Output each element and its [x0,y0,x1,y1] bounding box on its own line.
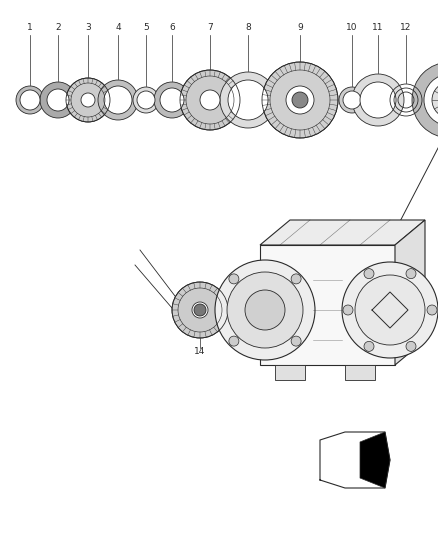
Circle shape [180,70,240,130]
Circle shape [343,91,361,109]
Circle shape [194,304,206,316]
Text: 2: 2 [55,23,61,33]
Circle shape [342,262,438,358]
Circle shape [172,282,228,338]
Text: 14: 14 [194,348,206,357]
Polygon shape [260,220,425,245]
Circle shape [16,86,44,114]
Text: 11: 11 [372,23,384,33]
Text: 6: 6 [169,23,175,33]
Circle shape [262,62,338,138]
Circle shape [343,305,353,315]
Circle shape [160,88,184,112]
Circle shape [228,80,268,120]
Circle shape [229,274,239,284]
Circle shape [339,87,365,113]
Circle shape [286,86,314,114]
Circle shape [245,290,285,330]
Circle shape [220,72,276,128]
Circle shape [40,82,76,118]
Circle shape [412,62,438,138]
Circle shape [424,74,438,126]
FancyBboxPatch shape [345,365,375,380]
Text: 9: 9 [297,23,303,33]
Text: 4: 4 [115,23,121,33]
Circle shape [229,336,239,346]
Circle shape [406,269,416,279]
Circle shape [154,82,190,118]
Circle shape [355,275,425,345]
Polygon shape [260,245,395,365]
Polygon shape [395,220,425,365]
Circle shape [364,341,374,351]
Circle shape [292,92,308,108]
Circle shape [137,91,155,109]
Circle shape [352,74,404,126]
Circle shape [291,336,301,346]
FancyBboxPatch shape [275,365,305,380]
Polygon shape [360,432,390,488]
Text: 1: 1 [27,23,33,33]
Circle shape [20,90,40,110]
Circle shape [200,90,220,110]
Circle shape [227,272,303,348]
Circle shape [291,274,301,284]
Circle shape [360,82,396,118]
Circle shape [47,89,69,111]
Text: 10: 10 [346,23,358,33]
Text: 7: 7 [207,23,213,33]
Circle shape [104,86,132,114]
Circle shape [215,260,315,360]
Circle shape [406,341,416,351]
Circle shape [81,93,95,107]
Circle shape [66,78,110,122]
Circle shape [364,269,374,279]
Circle shape [98,80,138,120]
Circle shape [427,305,437,315]
Circle shape [432,82,438,118]
Text: 8: 8 [245,23,251,33]
Circle shape [192,302,208,318]
Text: 3: 3 [85,23,91,33]
Text: 5: 5 [143,23,149,33]
Circle shape [133,87,159,113]
Text: 12: 12 [400,23,412,33]
